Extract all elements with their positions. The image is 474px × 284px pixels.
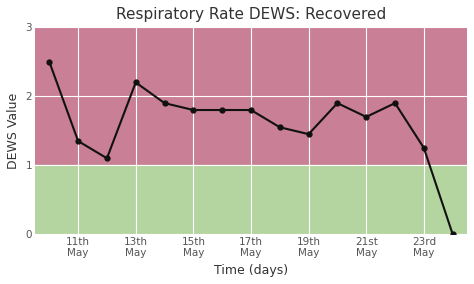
- Bar: [35, 27, 467, 165]
- Y-axis label: DEWS Value: DEWS Value: [7, 93, 20, 169]
- Bar: [35, 165, 467, 234]
- Title: Respiratory Rate DEWS: Recovered: Respiratory Rate DEWS: Recovered: [116, 7, 386, 22]
- X-axis label: Time (days): Time (days): [214, 264, 288, 277]
